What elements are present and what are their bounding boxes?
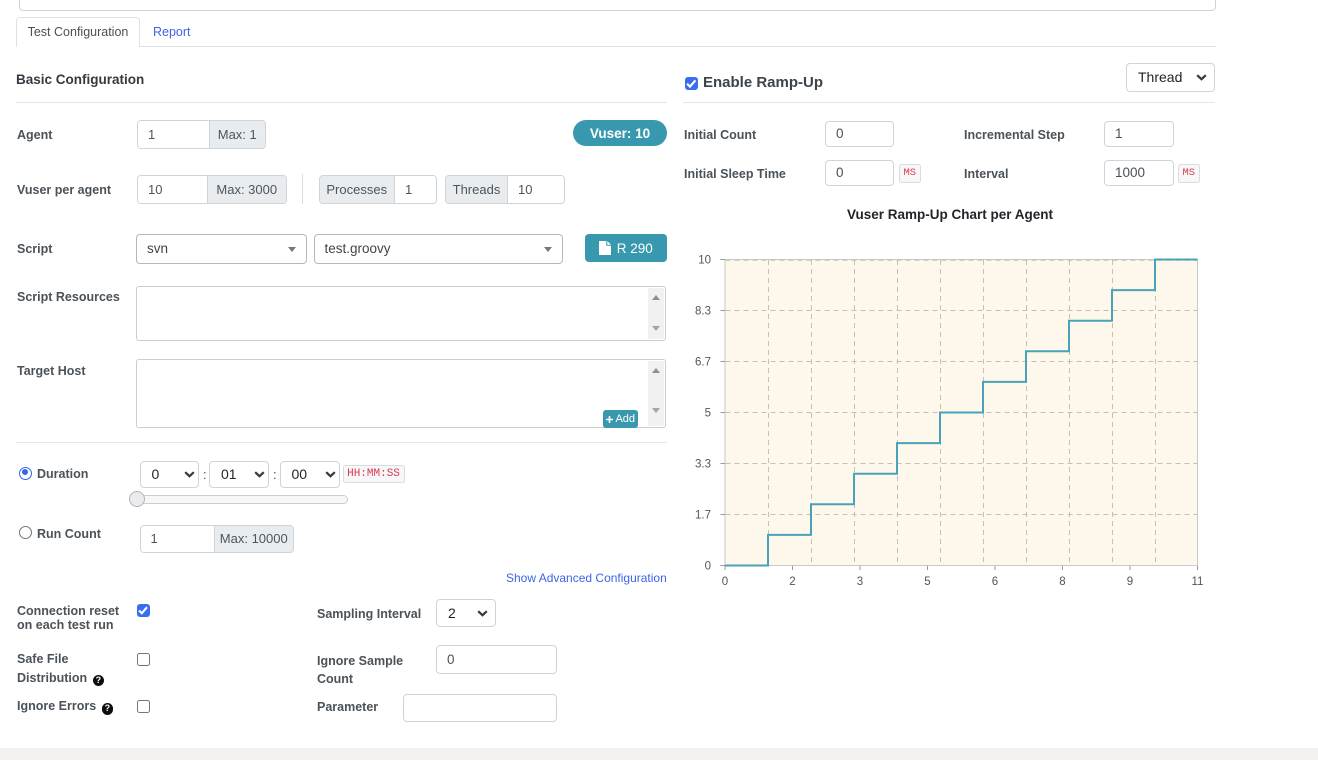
svg-text:1.7: 1.7 (695, 510, 711, 522)
svg-text:11: 11 (1192, 576, 1204, 588)
svg-text:8: 8 (1059, 576, 1065, 588)
svg-text:3: 3 (857, 576, 863, 588)
svg-text:5: 5 (924, 576, 930, 588)
svg-text:9: 9 (1127, 576, 1133, 588)
svg-text:6.7: 6.7 (695, 357, 711, 369)
svg-text:0: 0 (705, 561, 711, 573)
svg-text:5: 5 (705, 408, 711, 420)
svg-text:10: 10 (698, 255, 711, 267)
svg-text:0: 0 (722, 576, 728, 588)
svg-text:8.3: 8.3 (695, 306, 711, 318)
svg-text:3.3: 3.3 (695, 459, 711, 471)
svg-text:2: 2 (789, 576, 795, 588)
svg-text:6: 6 (992, 576, 998, 588)
